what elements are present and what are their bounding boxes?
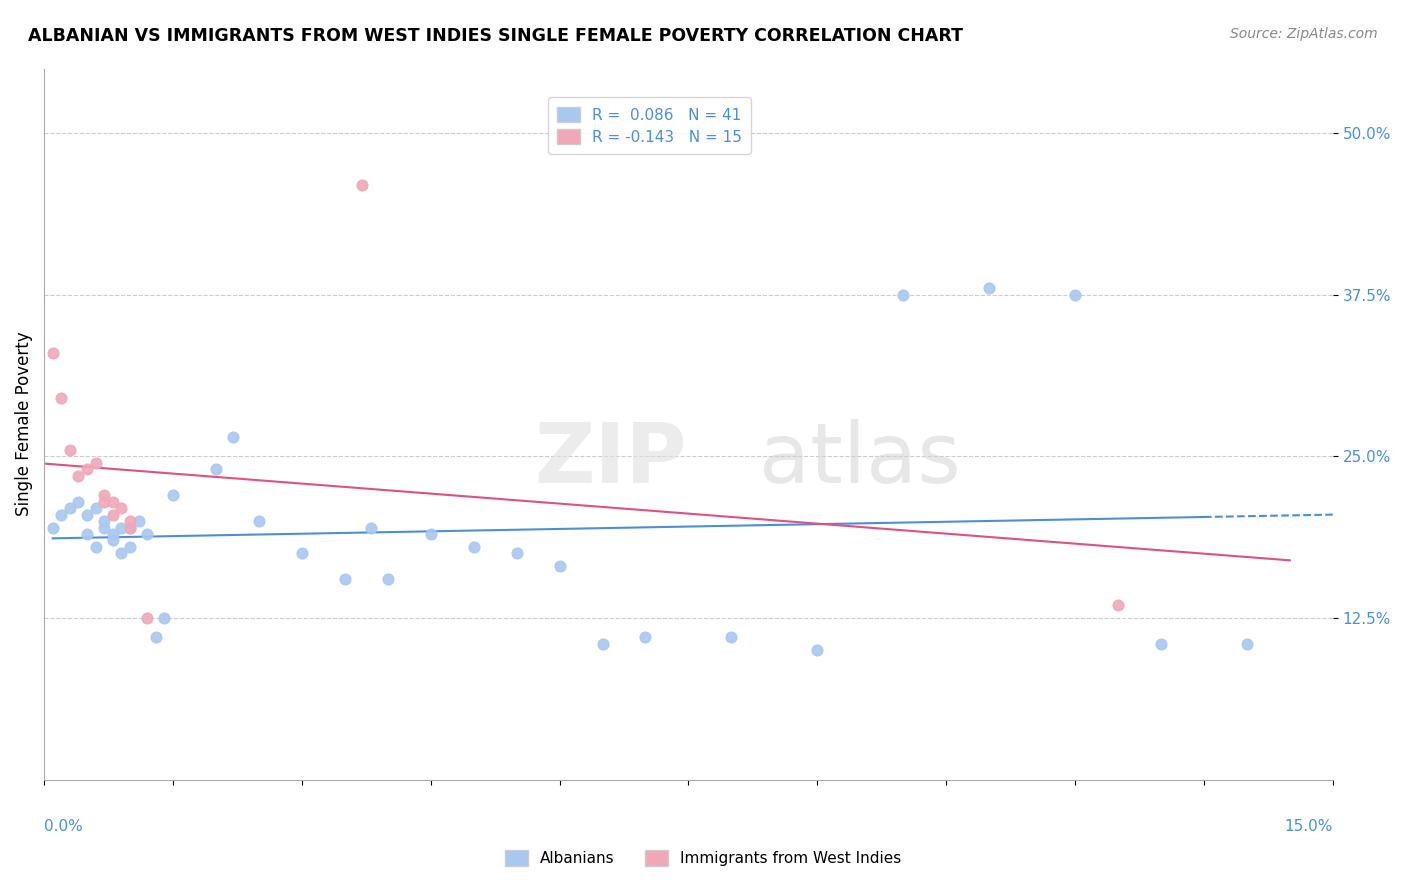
- Point: [93, 488, 115, 502]
- Point: [1107, 598, 1129, 612]
- Point: [548, 559, 571, 574]
- Point: [118, 520, 141, 534]
- Point: [101, 508, 124, 522]
- Point: [118, 540, 141, 554]
- Y-axis label: Single Female Poverty: Single Female Poverty: [15, 332, 32, 516]
- Point: [505, 546, 527, 560]
- Point: [1064, 287, 1087, 301]
- Point: [1150, 637, 1173, 651]
- Text: ZIP: ZIP: [534, 419, 686, 500]
- Point: [101, 533, 124, 548]
- Point: [419, 527, 441, 541]
- Point: [979, 281, 1001, 295]
- Point: [51, 391, 73, 405]
- Point: [76, 508, 98, 522]
- Point: [128, 514, 150, 528]
- Point: [118, 520, 141, 534]
- Point: [110, 546, 132, 560]
- Point: [76, 527, 98, 541]
- Point: [41, 520, 63, 534]
- Legend: Albanians, Immigrants from West Indies: Albanians, Immigrants from West Indies: [495, 841, 911, 875]
- Point: [333, 572, 356, 586]
- Point: [891, 287, 914, 301]
- Point: [222, 430, 245, 444]
- Text: Source: ZipAtlas.com: Source: ZipAtlas.com: [1230, 27, 1378, 41]
- Legend: R =  0.086   N = 41, R = -0.143   N = 15: R = 0.086 N = 41, R = -0.143 N = 15: [548, 97, 751, 154]
- Point: [153, 611, 176, 625]
- Text: 0.0%: 0.0%: [44, 819, 83, 834]
- Text: atlas: atlas: [759, 419, 962, 500]
- Point: [720, 631, 742, 645]
- Point: [377, 572, 399, 586]
- Point: [136, 527, 159, 541]
- Point: [145, 631, 167, 645]
- Point: [806, 643, 828, 657]
- Text: 15.0%: 15.0%: [1285, 819, 1333, 834]
- Point: [84, 501, 107, 516]
- Point: [110, 520, 132, 534]
- Point: [162, 488, 184, 502]
- Point: [93, 514, 115, 528]
- Point: [360, 520, 382, 534]
- Point: [350, 178, 373, 192]
- Point: [101, 494, 124, 508]
- Text: ALBANIAN VS IMMIGRANTS FROM WEST INDIES SINGLE FEMALE POVERTY CORRELATION CHART: ALBANIAN VS IMMIGRANTS FROM WEST INDIES …: [28, 27, 963, 45]
- Point: [101, 527, 124, 541]
- Point: [1236, 637, 1258, 651]
- Point: [592, 637, 614, 651]
- Point: [205, 462, 228, 476]
- Point: [59, 442, 82, 457]
- Point: [247, 514, 270, 528]
- Point: [67, 468, 90, 483]
- Point: [93, 520, 115, 534]
- Point: [634, 631, 657, 645]
- Point: [463, 540, 485, 554]
- Point: [51, 508, 73, 522]
- Point: [84, 456, 107, 470]
- Point: [136, 611, 159, 625]
- Point: [41, 346, 63, 360]
- Point: [84, 540, 107, 554]
- Point: [118, 514, 141, 528]
- Point: [67, 494, 90, 508]
- Point: [76, 462, 98, 476]
- Point: [291, 546, 314, 560]
- Point: [93, 494, 115, 508]
- Point: [59, 501, 82, 516]
- Point: [110, 501, 132, 516]
